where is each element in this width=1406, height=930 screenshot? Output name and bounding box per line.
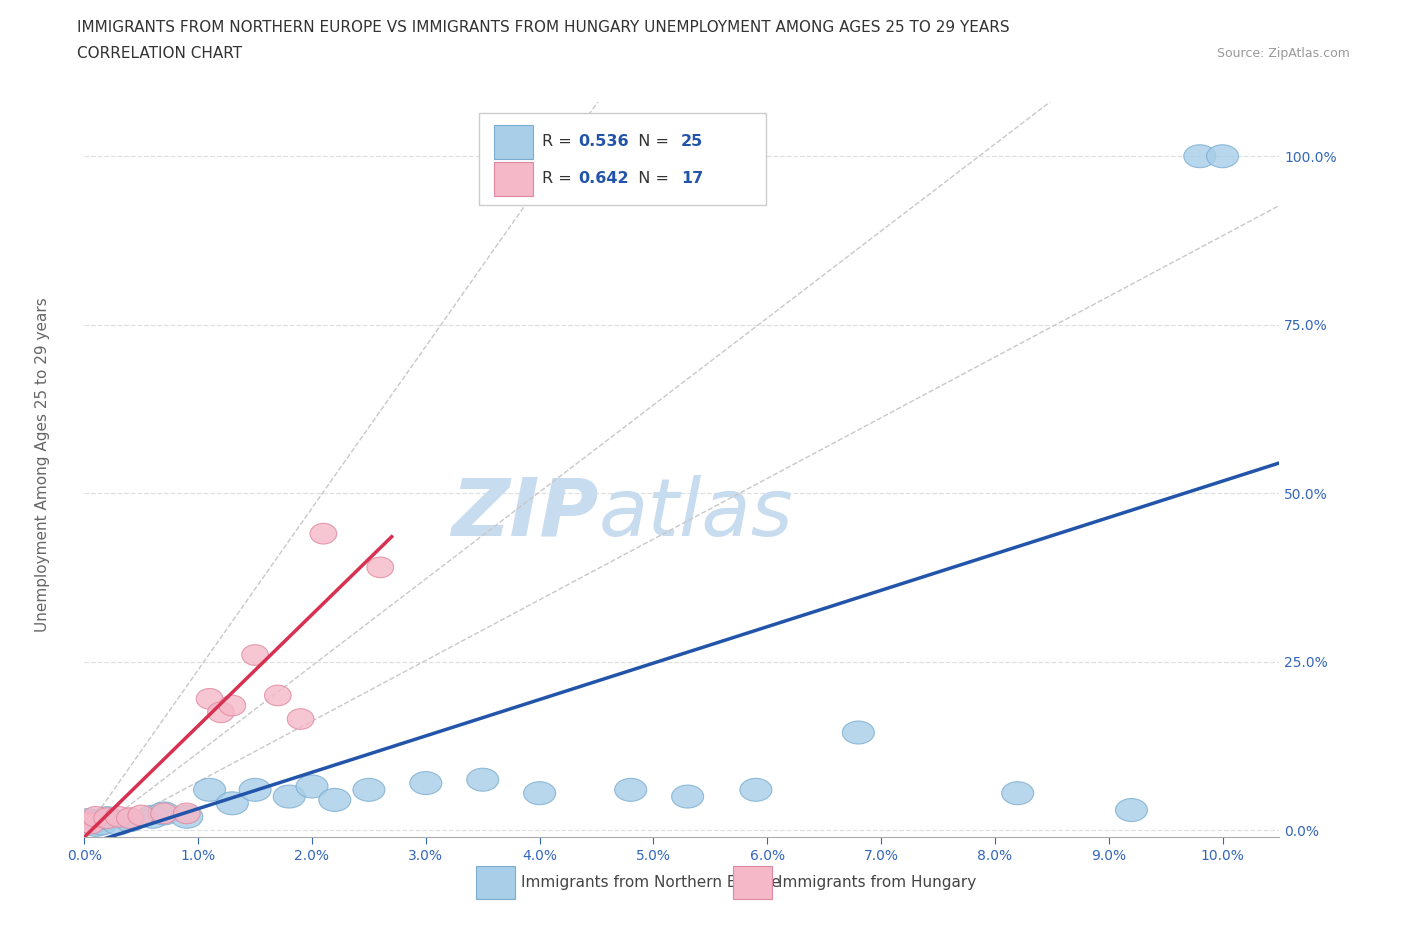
Ellipse shape bbox=[86, 812, 118, 835]
Text: N =: N = bbox=[628, 134, 675, 149]
Ellipse shape bbox=[197, 688, 224, 710]
Text: CORRELATION CHART: CORRELATION CHART bbox=[77, 46, 242, 61]
Ellipse shape bbox=[353, 778, 385, 802]
Ellipse shape bbox=[170, 805, 202, 829]
Text: 0.642: 0.642 bbox=[578, 171, 628, 186]
Ellipse shape bbox=[242, 644, 269, 665]
Ellipse shape bbox=[273, 785, 305, 808]
FancyBboxPatch shape bbox=[479, 113, 766, 206]
Ellipse shape bbox=[114, 809, 146, 831]
Ellipse shape bbox=[80, 814, 111, 836]
Text: 25: 25 bbox=[681, 134, 703, 149]
Text: Source: ZipAtlas.com: Source: ZipAtlas.com bbox=[1216, 46, 1350, 60]
Ellipse shape bbox=[148, 802, 180, 825]
Text: ZIP: ZIP bbox=[451, 474, 599, 552]
Ellipse shape bbox=[287, 709, 314, 729]
Text: 0.536: 0.536 bbox=[578, 134, 628, 149]
Ellipse shape bbox=[91, 806, 124, 830]
FancyBboxPatch shape bbox=[495, 162, 533, 195]
Ellipse shape bbox=[311, 524, 336, 544]
Ellipse shape bbox=[367, 557, 394, 578]
Ellipse shape bbox=[842, 721, 875, 744]
Ellipse shape bbox=[194, 778, 225, 802]
Ellipse shape bbox=[467, 768, 499, 791]
Text: IMMIGRANTS FROM NORTHERN EUROPE VS IMMIGRANTS FROM HUNGARY UNEMPLOYMENT AMONG AG: IMMIGRANTS FROM NORTHERN EUROPE VS IMMIG… bbox=[77, 20, 1010, 35]
Text: Immigrants from Northern Europe: Immigrants from Northern Europe bbox=[520, 875, 780, 890]
Ellipse shape bbox=[117, 808, 143, 829]
Ellipse shape bbox=[217, 791, 249, 815]
Ellipse shape bbox=[72, 809, 104, 831]
Text: Unemployment Among Ages 25 to 29 years: Unemployment Among Ages 25 to 29 years bbox=[35, 298, 49, 632]
Ellipse shape bbox=[150, 804, 177, 824]
Ellipse shape bbox=[523, 782, 555, 804]
FancyBboxPatch shape bbox=[495, 125, 533, 159]
Ellipse shape bbox=[740, 778, 772, 802]
Ellipse shape bbox=[1115, 799, 1147, 821]
Ellipse shape bbox=[1001, 782, 1033, 804]
Ellipse shape bbox=[105, 806, 132, 827]
Ellipse shape bbox=[83, 806, 110, 827]
Ellipse shape bbox=[1184, 145, 1216, 167]
Ellipse shape bbox=[128, 805, 155, 826]
Text: Immigrants from Hungary: Immigrants from Hungary bbox=[778, 875, 976, 890]
Ellipse shape bbox=[1206, 145, 1239, 167]
Ellipse shape bbox=[77, 811, 110, 833]
Text: atlas: atlas bbox=[599, 474, 793, 552]
Text: N =: N = bbox=[628, 171, 675, 186]
Ellipse shape bbox=[239, 778, 271, 802]
Ellipse shape bbox=[103, 812, 135, 835]
Text: R =: R = bbox=[543, 134, 576, 149]
Ellipse shape bbox=[409, 772, 441, 794]
Ellipse shape bbox=[319, 789, 350, 811]
Ellipse shape bbox=[264, 685, 291, 706]
Ellipse shape bbox=[136, 805, 169, 829]
Text: 17: 17 bbox=[681, 171, 703, 186]
FancyBboxPatch shape bbox=[734, 867, 772, 898]
Ellipse shape bbox=[297, 775, 328, 798]
Text: R =: R = bbox=[543, 171, 576, 186]
Ellipse shape bbox=[672, 785, 703, 808]
Ellipse shape bbox=[173, 804, 200, 824]
Ellipse shape bbox=[75, 812, 101, 832]
Ellipse shape bbox=[94, 808, 121, 829]
Ellipse shape bbox=[614, 778, 647, 802]
Ellipse shape bbox=[77, 813, 104, 834]
Ellipse shape bbox=[208, 702, 235, 723]
Ellipse shape bbox=[219, 696, 246, 716]
FancyBboxPatch shape bbox=[477, 867, 515, 898]
